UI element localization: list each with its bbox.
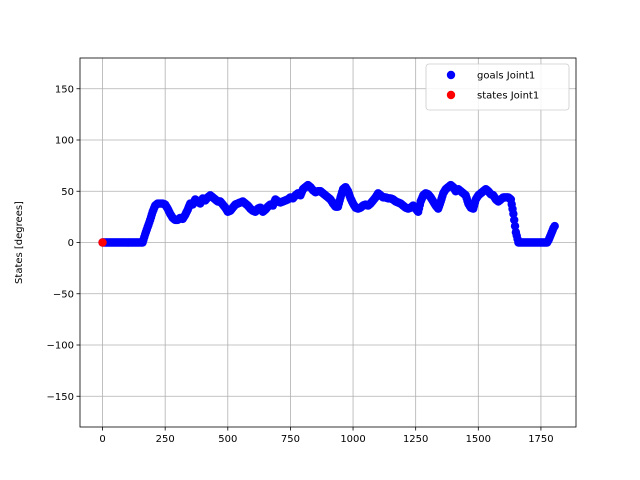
y-tick-label: 0 (68, 238, 74, 249)
data-point (98, 238, 107, 247)
legend-label: states Joint1 (477, 91, 539, 102)
data-point (510, 221, 520, 231)
series-1 (98, 180, 559, 247)
x-tick-label: 0 (99, 434, 105, 445)
y-tick-label: 50 (61, 187, 74, 198)
data-point (510, 215, 519, 225)
legend-marker (446, 90, 456, 100)
x-tick-label: 1250 (403, 434, 428, 445)
y-axis-label: States [degrees] (14, 201, 25, 284)
y-tick-label: −150 (47, 392, 74, 403)
x-tick-label: 1750 (528, 434, 553, 445)
series-2 (98, 238, 107, 247)
legend-label: goals Joint1 (477, 71, 535, 82)
legend-box (425, 63, 570, 111)
y-tick-label: 100 (55, 136, 74, 147)
y-tick-label: −100 (47, 341, 74, 352)
legend: goals Joint1 states Joint1 (425, 63, 570, 111)
plot-area (98, 180, 559, 247)
grid-lines (80, 58, 576, 427)
y-tick-label: −50 (53, 289, 74, 300)
x-tick-label: 1000 (340, 434, 365, 445)
x-tick-label: 500 (218, 434, 237, 445)
data-point (509, 209, 518, 218)
legend-marker (446, 70, 456, 80)
data-point (550, 221, 559, 231)
x-tick-label: 250 (156, 434, 175, 445)
axis-ticks: 0 250 500 750 1000 1250 1500 1750 −150 −100 −50 0 50… (47, 84, 554, 445)
x-tick-label: 750 (281, 434, 300, 445)
x-tick-label: 1500 (466, 434, 491, 445)
y-tick-label: 150 (55, 84, 74, 95)
